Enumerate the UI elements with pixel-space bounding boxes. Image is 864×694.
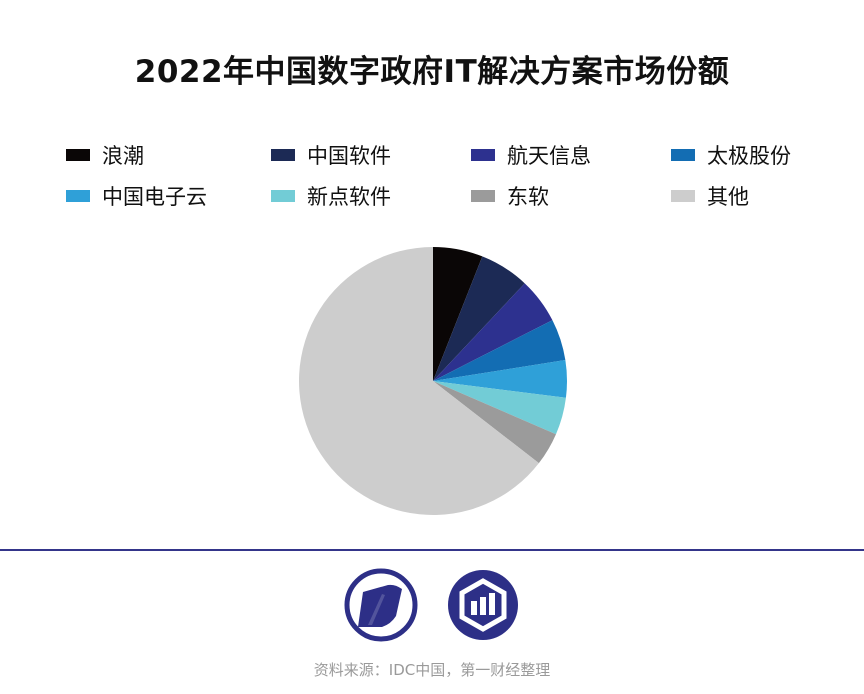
legend-item: 中国软件 [271,144,471,168]
legend-label: 东软 [507,185,549,209]
legend-swatch [271,149,295,161]
pie-chart [298,247,567,515]
footer-divider [0,549,864,551]
legend-item: 航天信息 [471,144,671,168]
pie-slice [433,256,525,381]
legend-swatch [66,190,90,202]
pie-slice [433,320,566,381]
pie-slice [433,381,556,464]
legend-item: 太极股份 [671,144,826,168]
legend-item: 东软 [471,185,671,209]
chart-title: 2022年中国数字政府IT解决方案市场份额 [134,54,730,90]
legend-item: 其他 [671,185,826,209]
pie-slice [433,247,483,381]
legend-label: 浪潮 [102,144,144,168]
legend-item: 中国电子云 [66,185,271,209]
pie-slice [433,360,567,398]
pie-slice [433,381,566,435]
legend-label: 航天信息 [507,144,591,168]
legend-label: 其他 [707,185,749,209]
legend-swatch [671,190,695,202]
legend-label: 中国软件 [307,144,391,168]
legend-swatch [66,149,90,161]
legend-item: 新点软件 [271,185,471,209]
legend-swatch [271,190,295,202]
bar-chart-logo-icon [448,570,518,640]
legend-label: 中国电子云 [102,185,207,209]
legend-label: 新点软件 [307,185,391,209]
pie-slice [433,283,553,381]
legend-label: 太极股份 [707,144,791,168]
pie-slice [298,247,539,515]
source-note: 资料来源：IDC中国，第一财经整理 [313,661,551,679]
legend-swatch [471,190,495,202]
publication-logo-icon [344,568,418,642]
legend-item: 浪潮 [66,144,271,168]
legend-swatch [671,149,695,161]
legend: 浪潮 中国软件 航天信息 太极股份中国电子云 新点软件 东软 其他 [66,144,826,209]
legend-swatch [471,149,495,161]
